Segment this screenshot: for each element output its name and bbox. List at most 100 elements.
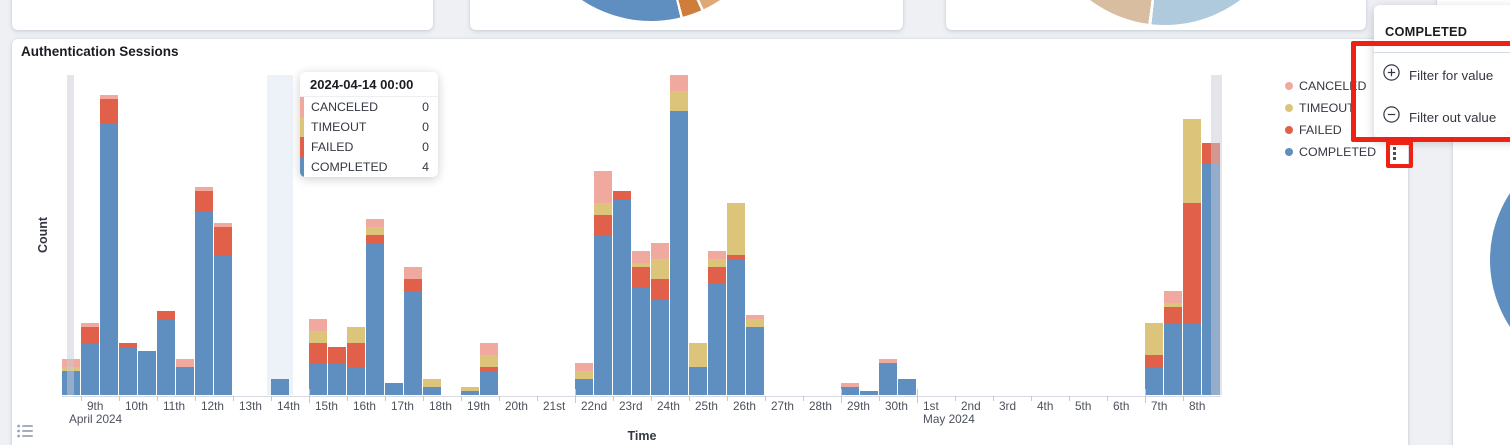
bar-segment-failed[interactable] xyxy=(480,367,498,371)
bar-segment-timeout[interactable] xyxy=(708,259,726,267)
bar-segment-canceled[interactable] xyxy=(214,223,232,227)
bar-segment-completed[interactable] xyxy=(347,367,365,395)
bar-segment-failed[interactable] xyxy=(214,227,232,255)
bar-segment-completed[interactable] xyxy=(138,351,156,395)
bar-segment-failed[interactable] xyxy=(309,343,327,363)
bar-segment-timeout[interactable] xyxy=(1145,323,1163,355)
bar-segment-failed[interactable] xyxy=(708,267,726,283)
bar-segment-completed[interactable] xyxy=(727,259,745,395)
bar-segment-completed[interactable] xyxy=(404,291,422,395)
bar-segment-timeout[interactable] xyxy=(727,203,745,255)
bar-segment-timeout[interactable] xyxy=(746,319,764,327)
bar-segment-completed[interactable] xyxy=(480,371,498,395)
bar-segment-failed[interactable] xyxy=(727,255,745,259)
legend-item-canceled[interactable]: CANCELED xyxy=(1285,79,1366,93)
bar-segment-timeout[interactable] xyxy=(594,203,612,215)
bar-segment-timeout[interactable] xyxy=(347,327,365,343)
legend-toggle-icon[interactable] xyxy=(17,424,33,443)
bar-segment-completed[interactable] xyxy=(898,379,916,395)
bar-segment-completed[interactable] xyxy=(214,255,232,395)
bar-segment-completed[interactable] xyxy=(195,211,213,395)
bar-segment-completed[interactable] xyxy=(176,367,194,395)
pie-chart-partial-blue[interactable] xyxy=(1490,138,1510,382)
bar-segment-completed[interactable] xyxy=(309,363,327,395)
bar-segment-failed[interactable] xyxy=(651,279,669,299)
bar-segment-timeout[interactable] xyxy=(575,371,593,379)
bar-segment-timeout[interactable] xyxy=(1183,119,1201,203)
bar-segment-completed[interactable] xyxy=(100,123,118,395)
legend-item-completed[interactable]: COMPLETED xyxy=(1285,145,1376,159)
bar-segment-timeout[interactable] xyxy=(309,331,327,343)
bar-segment-completed[interactable] xyxy=(841,387,859,395)
bar-segment-canceled[interactable] xyxy=(594,171,612,203)
legend-item-failed[interactable]: FAILED xyxy=(1285,123,1342,137)
bar-segment-failed[interactable] xyxy=(1183,203,1201,323)
bar-segment-failed[interactable] xyxy=(119,343,137,347)
bar-segment-timeout[interactable] xyxy=(651,259,669,279)
bar-segment-failed[interactable] xyxy=(1164,307,1182,323)
bar-segment-completed[interactable] xyxy=(746,327,764,395)
legend-item-timeout[interactable]: TIMEOUT xyxy=(1285,101,1355,115)
bar-segment-completed[interactable] xyxy=(271,379,289,395)
bar-segment-canceled[interactable] xyxy=(575,363,593,371)
bar-segment-completed[interactable] xyxy=(613,199,631,395)
bar-segment-canceled[interactable] xyxy=(632,251,650,263)
bar-segment-completed[interactable] xyxy=(651,299,669,395)
bar-segment-canceled[interactable] xyxy=(670,75,688,91)
bar-segment-failed[interactable] xyxy=(81,327,99,343)
bar-segment-canceled[interactable] xyxy=(746,315,764,319)
bar-segment-timeout[interactable] xyxy=(480,355,498,367)
bar-segment-completed[interactable] xyxy=(689,367,707,395)
bar-segment-timeout[interactable] xyxy=(632,263,650,267)
bar-segment-failed[interactable] xyxy=(366,235,384,243)
bar-segment-failed[interactable] xyxy=(613,191,631,199)
bar-segment-failed[interactable] xyxy=(157,311,175,319)
bar-segment-completed[interactable] xyxy=(423,387,441,395)
bar-segment-timeout[interactable] xyxy=(670,91,688,111)
filter-out-value-item[interactable]: Filter out value xyxy=(1383,106,1510,126)
bar-segment-completed[interactable] xyxy=(879,363,897,395)
bar-segment-completed[interactable] xyxy=(81,343,99,395)
bar-segment-canceled[interactable] xyxy=(651,243,669,259)
bar-segment-failed[interactable] xyxy=(594,215,612,235)
bar-segment-completed[interactable] xyxy=(1145,367,1163,395)
bar-segment-completed[interactable] xyxy=(461,391,479,395)
bar-segment-canceled[interactable] xyxy=(879,359,897,363)
bar-segment-canceled[interactable] xyxy=(708,251,726,259)
bar-segment-canceled[interactable] xyxy=(81,323,99,327)
bar-segment-failed[interactable] xyxy=(632,267,650,287)
bar-segment-canceled[interactable] xyxy=(100,95,118,99)
bar-segment-failed[interactable] xyxy=(328,347,346,363)
bar-segment-failed[interactable] xyxy=(195,191,213,211)
bar-segment-failed[interactable] xyxy=(1145,355,1163,367)
bar-segment-failed[interactable] xyxy=(100,99,118,123)
bar-segment-canceled[interactable] xyxy=(404,267,422,279)
bar-segment-completed[interactable] xyxy=(670,111,688,395)
bar-segment-timeout[interactable] xyxy=(689,343,707,367)
bar-segment-completed[interactable] xyxy=(366,243,384,395)
filter-for-value-item[interactable]: Filter for value xyxy=(1383,64,1510,84)
bar-segment-canceled[interactable] xyxy=(480,343,498,355)
bar-segment-canceled[interactable] xyxy=(176,359,194,367)
bar-segment-completed[interactable] xyxy=(1183,323,1201,395)
bar-segment-completed[interactable] xyxy=(157,319,175,395)
bar-segment-canceled[interactable] xyxy=(366,219,384,227)
bar-segment-canceled[interactable] xyxy=(195,187,213,191)
bar-segment-timeout[interactable] xyxy=(461,387,479,391)
bar-segment-completed[interactable] xyxy=(594,235,612,395)
bar-segment-completed[interactable] xyxy=(328,363,346,395)
bar-segment-completed[interactable] xyxy=(575,379,593,395)
bar-segment-timeout[interactable] xyxy=(366,227,384,235)
bar-segment-completed[interactable] xyxy=(860,391,878,395)
bar-segment-failed[interactable] xyxy=(347,343,365,367)
bar-segment-completed[interactable] xyxy=(119,347,137,395)
bar-segment-timeout[interactable] xyxy=(1164,303,1182,307)
bar-segment-canceled[interactable] xyxy=(841,383,859,387)
bar-segment-canceled[interactable] xyxy=(309,319,327,331)
bar-segment-completed[interactable] xyxy=(708,283,726,395)
bar-segment-completed[interactable] xyxy=(385,383,403,395)
bar-segment-timeout[interactable] xyxy=(423,379,441,387)
legend-actions-icon[interactable] xyxy=(1393,147,1403,162)
bar-segment-failed[interactable] xyxy=(404,279,422,291)
pie-chart-partial-right[interactable] xyxy=(1040,0,1290,25)
